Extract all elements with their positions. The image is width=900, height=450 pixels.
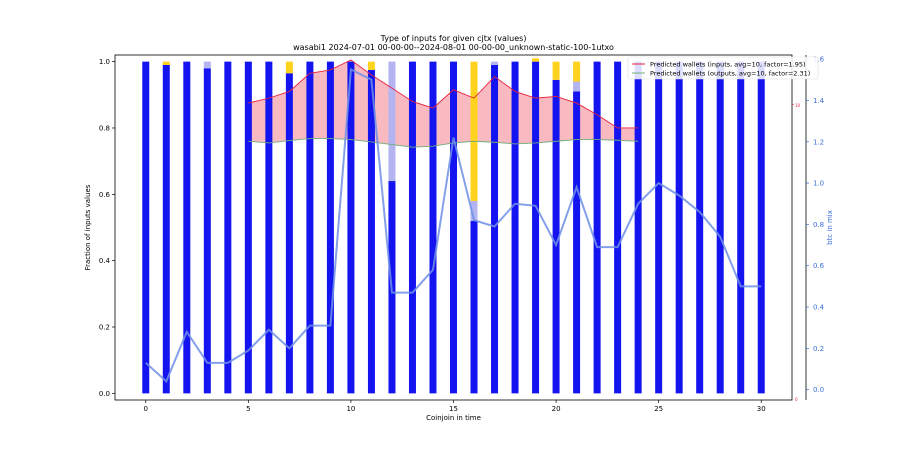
right-y-tick-label: 1.6 (813, 56, 825, 64)
bar-1-segment-2 (162, 61, 170, 65)
y-axis-label: Fraction of inputs values (84, 184, 92, 270)
bar-28-segment-0 (716, 61, 724, 394)
x-tick-label: 25 (654, 405, 663, 413)
y-tick-label: 0.6 (99, 191, 111, 199)
bar-16-segment-1 (470, 200, 478, 221)
bar-1-segment-0 (162, 64, 170, 394)
bar-3-segment-1 (203, 61, 211, 69)
x-tick-label: 20 (552, 405, 561, 413)
bar-4-segment-0 (224, 61, 232, 394)
bar-21-segment-2 (573, 61, 581, 82)
bar-11-segment-0 (367, 69, 375, 394)
series-line-2 (145, 67, 762, 384)
bar-2-segment-0 (183, 61, 191, 394)
bar-24-segment-0 (634, 61, 642, 394)
bar-18-segment-0 (511, 61, 519, 394)
bar-19-segment-2 (532, 58, 540, 62)
y-tick-label: 1.0 (99, 58, 110, 66)
x-tick-label: 10 (346, 405, 355, 413)
legend-entry: Predicted wallets (outputs, avg=10, fact… (650, 69, 810, 77)
bar-3-segment-0 (203, 68, 211, 394)
bar-26-segment-0 (675, 61, 683, 394)
bar-10-segment-0 (347, 61, 355, 394)
bars-layer (142, 58, 765, 394)
bar-14-segment-0 (429, 61, 437, 394)
series-line-0 (248, 59, 639, 129)
right-y-tick-label: 0.4 (813, 304, 825, 312)
chart-title: Type of inputs for given cjtx (values) (380, 34, 527, 43)
x-tick-label: 5 (246, 405, 250, 413)
bar-29-segment-0 (737, 61, 745, 394)
right-y-tick-label: 0.6 (813, 262, 825, 270)
chart-subtitle: wasabi1 2024-07-01 00-00-00--2024-08-01 … (293, 43, 614, 52)
bar-27-segment-0 (696, 61, 704, 394)
x-tick-label: 30 (757, 405, 766, 413)
bar-16-segment-0 (470, 220, 478, 394)
bar-12-segment-1 (388, 61, 396, 182)
right-y-tick-label: 1.2 (813, 138, 824, 146)
bar-0-segment-0 (142, 61, 150, 394)
legend-entry: Predicted wallets (inputs, avg=10, facto… (650, 60, 806, 68)
bar-17-segment-0 (491, 64, 499, 394)
right-y-tick-label: 1.0 (813, 180, 824, 188)
bar-17-segment-1 (491, 61, 499, 65)
x-axis-label: Coinjoin in time (426, 414, 481, 422)
right-y-tick-label: 1.4 (813, 97, 825, 105)
bar-8-segment-0 (306, 61, 314, 394)
bar-30-segment-0 (757, 61, 765, 394)
bar-11-segment-2 (367, 61, 375, 70)
bar-7-segment-0 (285, 73, 293, 394)
y-tick-label: 0.0 (99, 390, 110, 398)
lines-layer (145, 59, 762, 384)
bar-6-segment-0 (265, 61, 273, 394)
bar-5-segment-0 (244, 61, 252, 394)
bar-16-segment-2 (470, 61, 478, 201)
x-tick-label: 15 (449, 405, 458, 413)
right-y-tick-label: 0.0 (813, 386, 824, 394)
bar-21-segment-0 (573, 91, 581, 394)
bar-15-segment-0 (450, 61, 457, 394)
legend-box (627, 56, 819, 80)
bar-20-segment-2 (552, 61, 560, 80)
x-tick-label: 0 (144, 405, 148, 413)
series-line-1 (248, 138, 639, 148)
legend: Predicted wallets (inputs, avg=10, facto… (627, 56, 819, 80)
y-tick-label: 0.2 (99, 324, 110, 332)
inner-axis-label: 10 (795, 103, 801, 108)
right-y-tick-label: 0.8 (813, 221, 824, 229)
bar-22-segment-0 (593, 61, 601, 394)
bar-20-segment-0 (552, 79, 560, 394)
right-y-axis-label: btc in mix (826, 210, 834, 245)
bar-13-segment-0 (408, 61, 416, 394)
bar-25-segment-0 (655, 61, 663, 394)
ticks-layer: 0 5 10 15 20 25 30 0.0 0.2 0.4 0.6 0.8 1.0 0.0 0.2 0.4 0… (99, 56, 825, 413)
bar-23-segment-0 (614, 61, 622, 394)
bar-7-segment-2 (285, 61, 293, 74)
bar-9-segment-0 (326, 61, 334, 394)
y-tick-label: 0.4 (99, 257, 111, 265)
y-tick-label: 0.8 (99, 124, 110, 132)
right-y-tick-label: 0.2 (813, 345, 824, 353)
inner-axis-label: 0 (795, 397, 798, 402)
bar-19-segment-0 (532, 61, 540, 394)
bar-21-segment-1 (573, 81, 581, 92)
